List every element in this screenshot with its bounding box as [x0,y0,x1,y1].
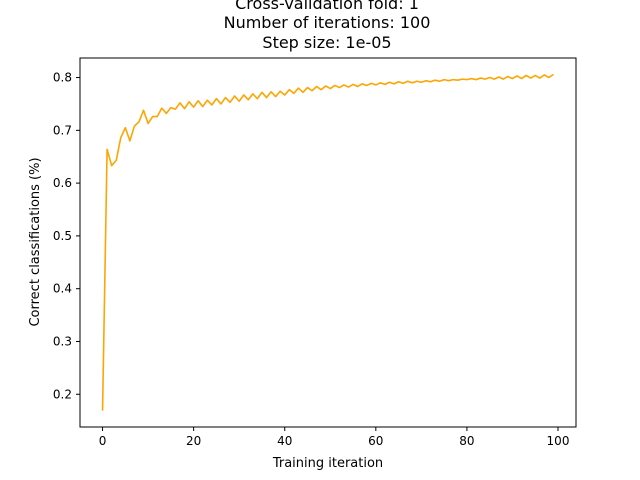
chart-title: Cross-validation fold: 1 Number of itera… [224,0,431,52]
title-line-1: Cross-validation fold: 1 [235,0,419,13]
x-tick-label: 80 [459,434,474,448]
y-tick-label: 0.7 [53,123,72,137]
y-tick-label: 0.4 [53,282,72,296]
y-tick-label: 0.6 [53,176,72,190]
y-tick-label: 0.5 [53,229,72,243]
x-tick-label: 40 [277,434,292,448]
plot-frame [79,57,577,428]
title-line-3: Step size: 1e-05 [262,33,391,52]
title-line-2: Number of iterations: 100 [224,13,431,32]
plot-area [101,73,554,411]
x-tick-label: 0 [99,434,107,448]
x-tick-label: 100 [547,434,570,448]
y-axis-label: Correct classifications (%) [28,157,43,326]
x-axis-label: Training iteration [272,456,383,471]
y-tick-label: 0.3 [53,334,72,348]
x-tick-label: 20 [186,434,201,448]
series-line-0 [101,73,554,411]
x-axis-ticks: 0 20 40 60 80 100 [99,427,570,448]
y-axis-ticks: 0.2 0.3 0.4 0.5 0.6 0.7 0.8 [53,71,80,401]
x-tick-label: 60 [368,434,383,448]
y-tick-label: 0.8 [53,71,72,85]
y-tick-label: 0.2 [53,387,72,401]
